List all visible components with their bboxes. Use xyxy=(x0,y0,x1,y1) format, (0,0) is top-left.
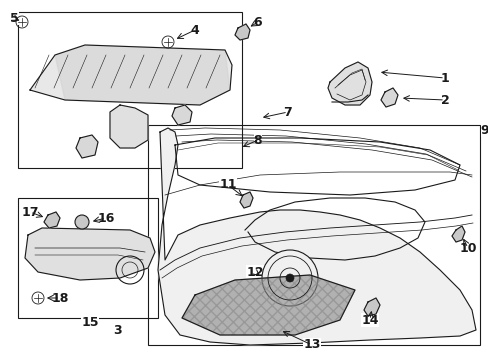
Circle shape xyxy=(75,215,89,229)
Polygon shape xyxy=(182,275,354,335)
Text: 18: 18 xyxy=(51,292,68,305)
Bar xyxy=(148,125,479,345)
Text: 4: 4 xyxy=(190,23,199,36)
Polygon shape xyxy=(110,105,148,148)
Text: 6: 6 xyxy=(253,15,262,28)
Polygon shape xyxy=(327,62,371,105)
Text: 9: 9 xyxy=(480,123,488,136)
Polygon shape xyxy=(240,192,252,208)
Text: 7: 7 xyxy=(283,105,292,118)
Polygon shape xyxy=(158,128,475,345)
Text: 10: 10 xyxy=(458,242,476,255)
Text: 14: 14 xyxy=(361,314,378,327)
Text: 2: 2 xyxy=(440,94,448,107)
Polygon shape xyxy=(30,45,231,105)
Polygon shape xyxy=(235,24,249,40)
Text: 3: 3 xyxy=(113,324,122,337)
Circle shape xyxy=(285,274,293,282)
Text: 16: 16 xyxy=(97,211,115,225)
Text: 12: 12 xyxy=(246,266,263,279)
Polygon shape xyxy=(76,135,98,158)
Circle shape xyxy=(262,250,317,306)
Polygon shape xyxy=(451,226,464,242)
Text: 1: 1 xyxy=(440,72,448,85)
Polygon shape xyxy=(25,228,155,280)
Polygon shape xyxy=(172,105,192,125)
Text: 13: 13 xyxy=(303,338,320,351)
Text: 15: 15 xyxy=(81,315,99,328)
Polygon shape xyxy=(363,298,379,316)
Text: 5: 5 xyxy=(10,12,19,24)
Polygon shape xyxy=(44,212,60,228)
Polygon shape xyxy=(55,45,229,105)
Bar xyxy=(18,12,242,168)
Polygon shape xyxy=(380,88,397,107)
Text: 11: 11 xyxy=(219,179,236,192)
Text: 8: 8 xyxy=(253,134,262,147)
Bar xyxy=(18,198,158,318)
Text: 17: 17 xyxy=(21,206,39,219)
